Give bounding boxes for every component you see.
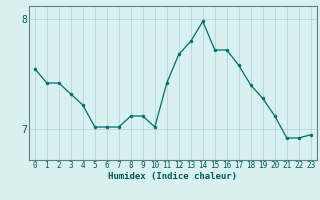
X-axis label: Humidex (Indice chaleur): Humidex (Indice chaleur) (108, 172, 237, 181)
